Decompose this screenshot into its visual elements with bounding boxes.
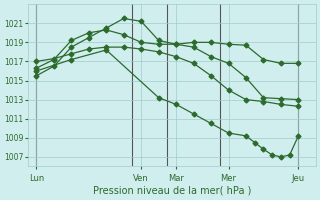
X-axis label: Pression niveau de la mer( hPa ): Pression niveau de la mer( hPa ) xyxy=(92,186,251,196)
